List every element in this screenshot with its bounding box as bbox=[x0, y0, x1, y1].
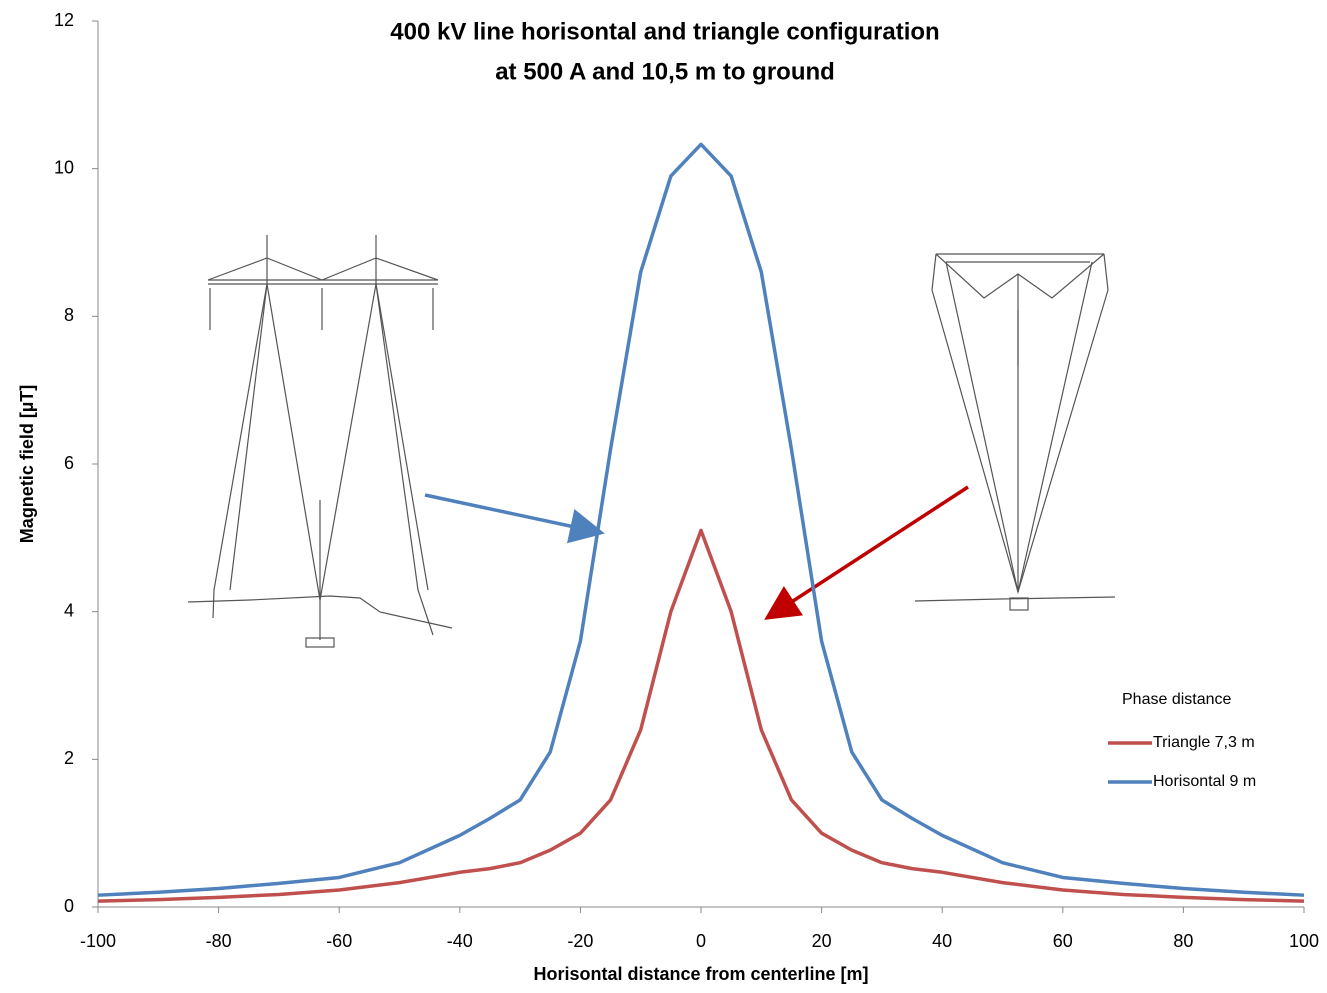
y-tick-label: 12 bbox=[54, 10, 74, 30]
x-tick-label: -20 bbox=[567, 931, 593, 951]
x-tick-label: -80 bbox=[206, 931, 232, 951]
legend-title: Phase distance bbox=[1122, 691, 1232, 708]
chart-title: at 500 A and 10,5 m to ground bbox=[495, 58, 835, 85]
x-tick-label: 40 bbox=[932, 931, 952, 951]
horizontal-tower-drawing bbox=[187, 235, 453, 648]
series-line bbox=[97, 142, 1305, 897]
x-tick-label: 100 bbox=[1289, 931, 1319, 951]
x-axis-title: Horisontal distance from centerline [m] bbox=[533, 964, 868, 984]
y-tick-label: 2 bbox=[64, 748, 74, 768]
x-tick-label: 20 bbox=[812, 931, 832, 951]
arrow bbox=[424, 493, 605, 544]
x-tick-label: 80 bbox=[1173, 931, 1193, 951]
x-tick-label: -40 bbox=[447, 931, 473, 951]
x-tick-label: 60 bbox=[1053, 931, 1073, 951]
triangle-tower-drawing bbox=[914, 253, 1116, 611]
y-tick-label: 10 bbox=[54, 157, 74, 177]
y-axis-title: Magnetic field [µT] bbox=[17, 385, 37, 543]
chart-title: 400 kV line horisontal and triangle conf… bbox=[390, 18, 939, 45]
y-tick-label: 6 bbox=[64, 453, 74, 473]
y-tick-label: 4 bbox=[64, 600, 74, 620]
x-tick-label: -60 bbox=[326, 931, 352, 951]
y-tick-label: 8 bbox=[64, 305, 74, 325]
legend-label: Triangle 7,3 m bbox=[1153, 734, 1255, 751]
series-line bbox=[97, 528, 1305, 903]
x-tick-label: -100 bbox=[80, 931, 116, 951]
x-tick-label: 0 bbox=[696, 931, 706, 951]
y-tick-label: 0 bbox=[64, 896, 74, 916]
arrow bbox=[764, 485, 969, 620]
legend-label: Horisontal 9 m bbox=[1153, 773, 1256, 790]
